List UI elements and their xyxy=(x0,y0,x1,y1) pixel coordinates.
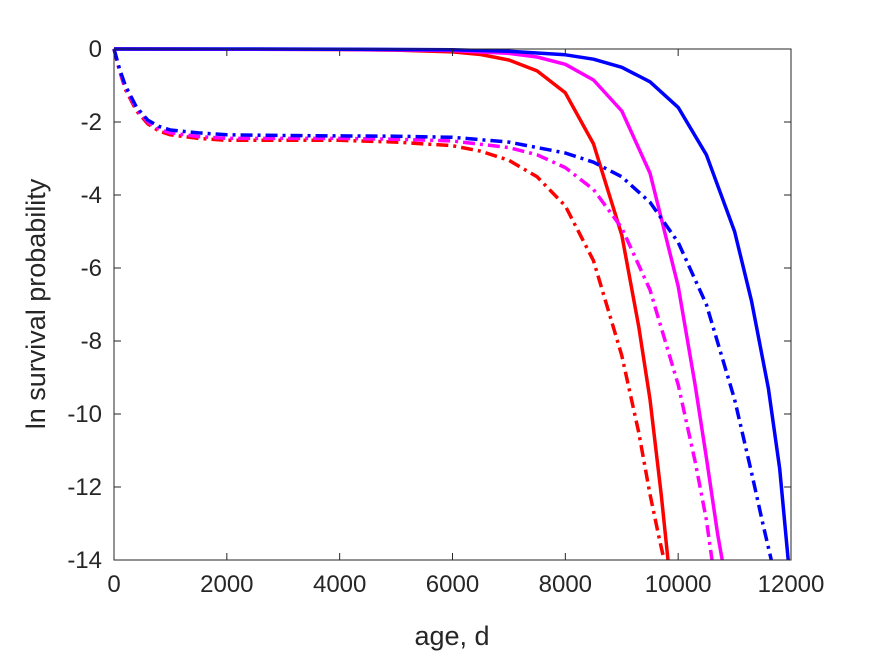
y-tick-label: 0 xyxy=(89,36,102,63)
x-tick-label: 2000 xyxy=(200,571,253,598)
x-tick-label: 8000 xyxy=(539,571,592,598)
y-tick-label: -10 xyxy=(67,401,102,428)
y-tick-label: -8 xyxy=(81,328,102,355)
x-tick-label: 6000 xyxy=(426,571,479,598)
x-tick-label: 0 xyxy=(107,571,120,598)
x-axis-label: age, d xyxy=(414,621,489,651)
x-tick-label: 4000 xyxy=(313,571,366,598)
y-tick-label: -4 xyxy=(81,182,102,209)
y-tick-label: -2 xyxy=(81,109,102,136)
y-tick-label: -14 xyxy=(67,547,102,574)
x-tick-label: 12000 xyxy=(758,571,825,598)
y-tick-label: -12 xyxy=(67,474,102,501)
tick-layer: 0 2000 4000 6000 8000 10000 12000 0 -2 -4 -6 -8 -10 -… xyxy=(67,36,824,598)
y-tick-label: -6 xyxy=(81,255,102,282)
y-axis-label: ln survival probability xyxy=(21,178,51,429)
x-tick-label: 10000 xyxy=(645,571,712,598)
series-line-6-dashdot xyxy=(112,48,774,561)
